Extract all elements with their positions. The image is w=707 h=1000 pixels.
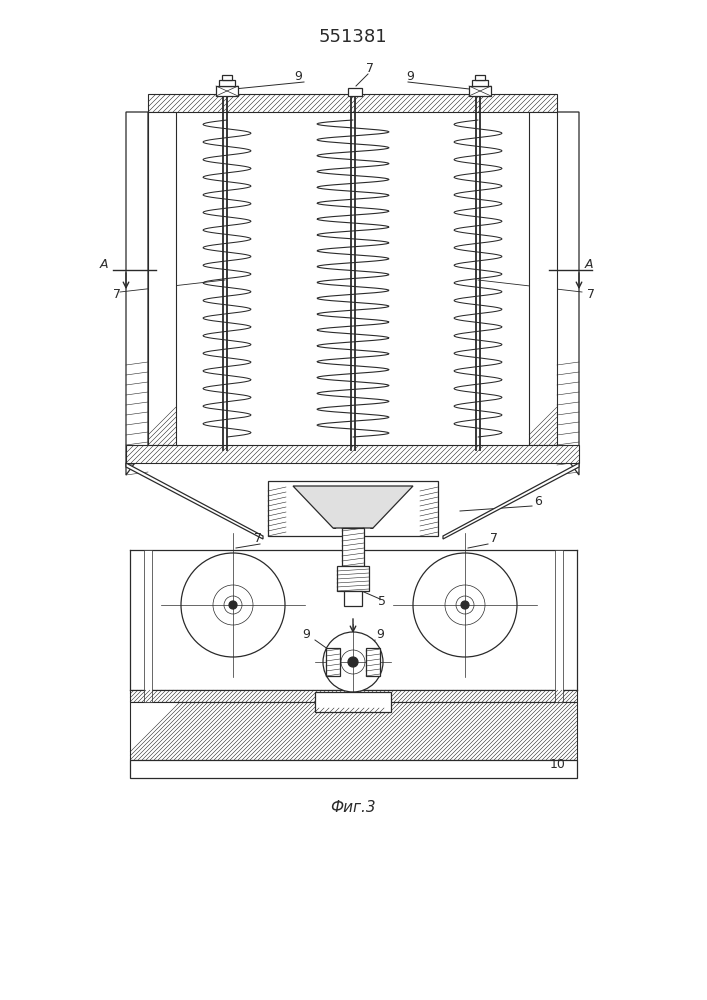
Circle shape [445,585,485,625]
Text: 7: 7 [587,288,595,301]
Circle shape [181,553,285,657]
Text: 7: 7 [113,288,121,301]
Text: A: A [100,258,108,271]
Bar [126,445,579,463]
Bar [344,591,362,606]
Text: Фиг.3: Фиг.3 [330,800,376,815]
Circle shape [229,601,237,609]
Bar [130,690,577,702]
Text: 551381: 551381 [319,28,387,46]
Text: 6: 6 [534,495,542,508]
Text: A: A [585,258,593,271]
Bar [144,550,152,702]
Circle shape [224,596,242,614]
Bar [222,75,232,80]
Bar [219,80,235,86]
Circle shape [461,601,469,609]
Text: 9: 9 [302,628,310,641]
Bar [315,692,391,712]
Bar [337,566,369,591]
Bar [555,550,563,702]
Text: 9: 9 [294,70,302,83]
Circle shape [413,553,517,657]
Text: 5: 5 [378,595,386,608]
Polygon shape [126,112,148,475]
Polygon shape [126,463,263,539]
Text: Фиг.2: Фиг.2 [330,643,376,658]
Circle shape [456,596,474,614]
Text: 7: 7 [366,62,374,75]
Polygon shape [443,463,579,539]
Text: 9: 9 [376,628,384,641]
Bar [130,702,577,760]
Circle shape [348,657,358,667]
Bar [348,88,362,96]
Bar [216,86,238,96]
Bar [148,112,176,445]
Circle shape [323,632,383,692]
Text: 9: 9 [406,70,414,83]
Circle shape [341,650,365,674]
Bar [475,75,485,80]
Bar [472,80,488,86]
Bar [366,648,380,676]
Bar [130,760,577,778]
Bar [326,648,340,676]
Text: A - A: A - A [333,517,373,532]
Bar [148,94,557,112]
Bar [529,112,557,445]
Polygon shape [557,112,579,475]
Text: 10: 10 [550,758,566,771]
Bar [469,86,491,96]
Polygon shape [293,486,413,528]
Text: 7: 7 [490,532,498,545]
Bar [268,481,438,536]
Text: 7: 7 [254,532,262,545]
Circle shape [213,585,253,625]
Bar [342,528,364,566]
